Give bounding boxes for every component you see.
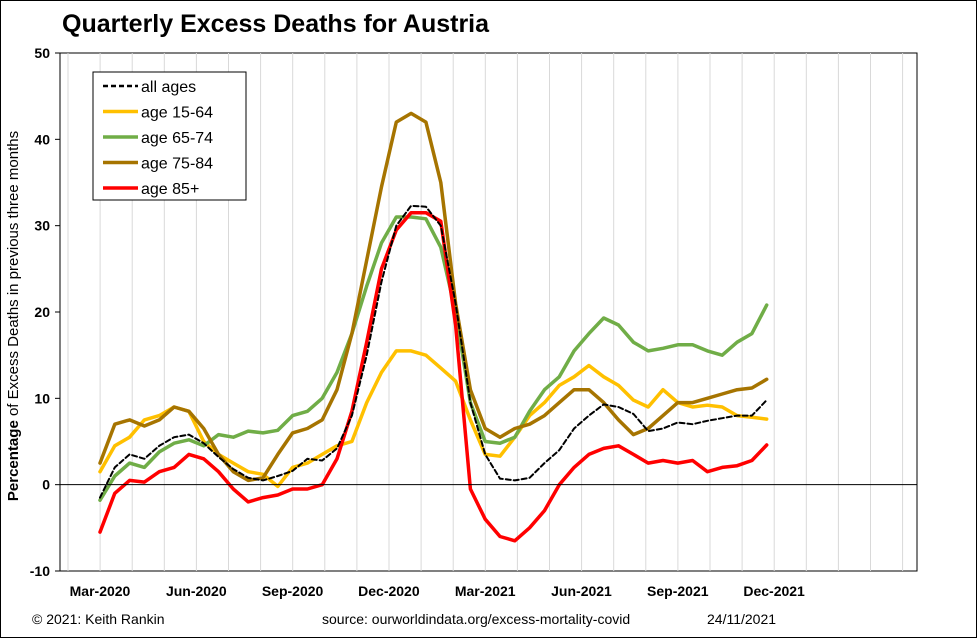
footer-copyright: © 2021: Keith Rankin: [32, 611, 165, 627]
x-tick-label: Sep-2020: [262, 583, 324, 599]
chart-title: Quarterly Excess Deaths for Austria: [62, 10, 490, 38]
series-line-age-75-84: [98, 111, 769, 483]
x-tick-label: Mar-2021: [455, 583, 516, 599]
footer-source: source: ourworldindata.org/excess-mortal…: [322, 611, 631, 627]
y-axis-label-rest: of Excess Deaths in previous three month…: [5, 131, 22, 420]
x-tick-label: Sep-2021: [647, 583, 709, 599]
line-chart: -10 0 10 20 30 40 50 Mar-2020 Jun-2020 Sep-2020 De…: [5, 45, 918, 599]
x-tick-label: Mar-2020: [70, 583, 131, 599]
legend-label: age 75-84: [141, 156, 213, 173]
legend: all ages age 15-64 age 65-74 age 75-84 age 8…: [92, 71, 247, 201]
legend-label: all ages: [141, 79, 196, 96]
y-tick-label: -10: [30, 563, 50, 579]
series-line-all-ages: [99, 204, 768, 499]
footer-date: 24/11/2021: [707, 611, 777, 627]
x-tick-label: Jun-2020: [166, 583, 227, 599]
legend-label: age 15-64: [141, 105, 213, 122]
x-tick-label: Dec-2020: [358, 583, 420, 599]
series-lines: [98, 111, 769, 543]
legend-label: age 65-74: [141, 130, 213, 147]
x-tick-label: Jun-2021: [551, 583, 612, 599]
y-tick-label: 10: [34, 390, 50, 406]
y-tick-label: 50: [34, 45, 50, 61]
y-tick-label: 40: [34, 131, 50, 147]
y-axis-label: Percentage of Excess Deaths in previous …: [5, 131, 22, 501]
y-tick-label: 30: [34, 218, 50, 234]
legend-label: age 85+: [141, 181, 199, 198]
y-tick-label: 20: [34, 304, 50, 320]
x-tick-label: Dec-2021: [743, 583, 805, 599]
y-tick-label: 0: [42, 477, 50, 493]
axes: -10 0 10 20 30 40 50 Mar-2020 Jun-2020 Sep-2020 De…: [5, 45, 917, 599]
series-line-age-15-64: [98, 349, 769, 489]
y-axis-label-bold: Percentage: [5, 420, 22, 501]
